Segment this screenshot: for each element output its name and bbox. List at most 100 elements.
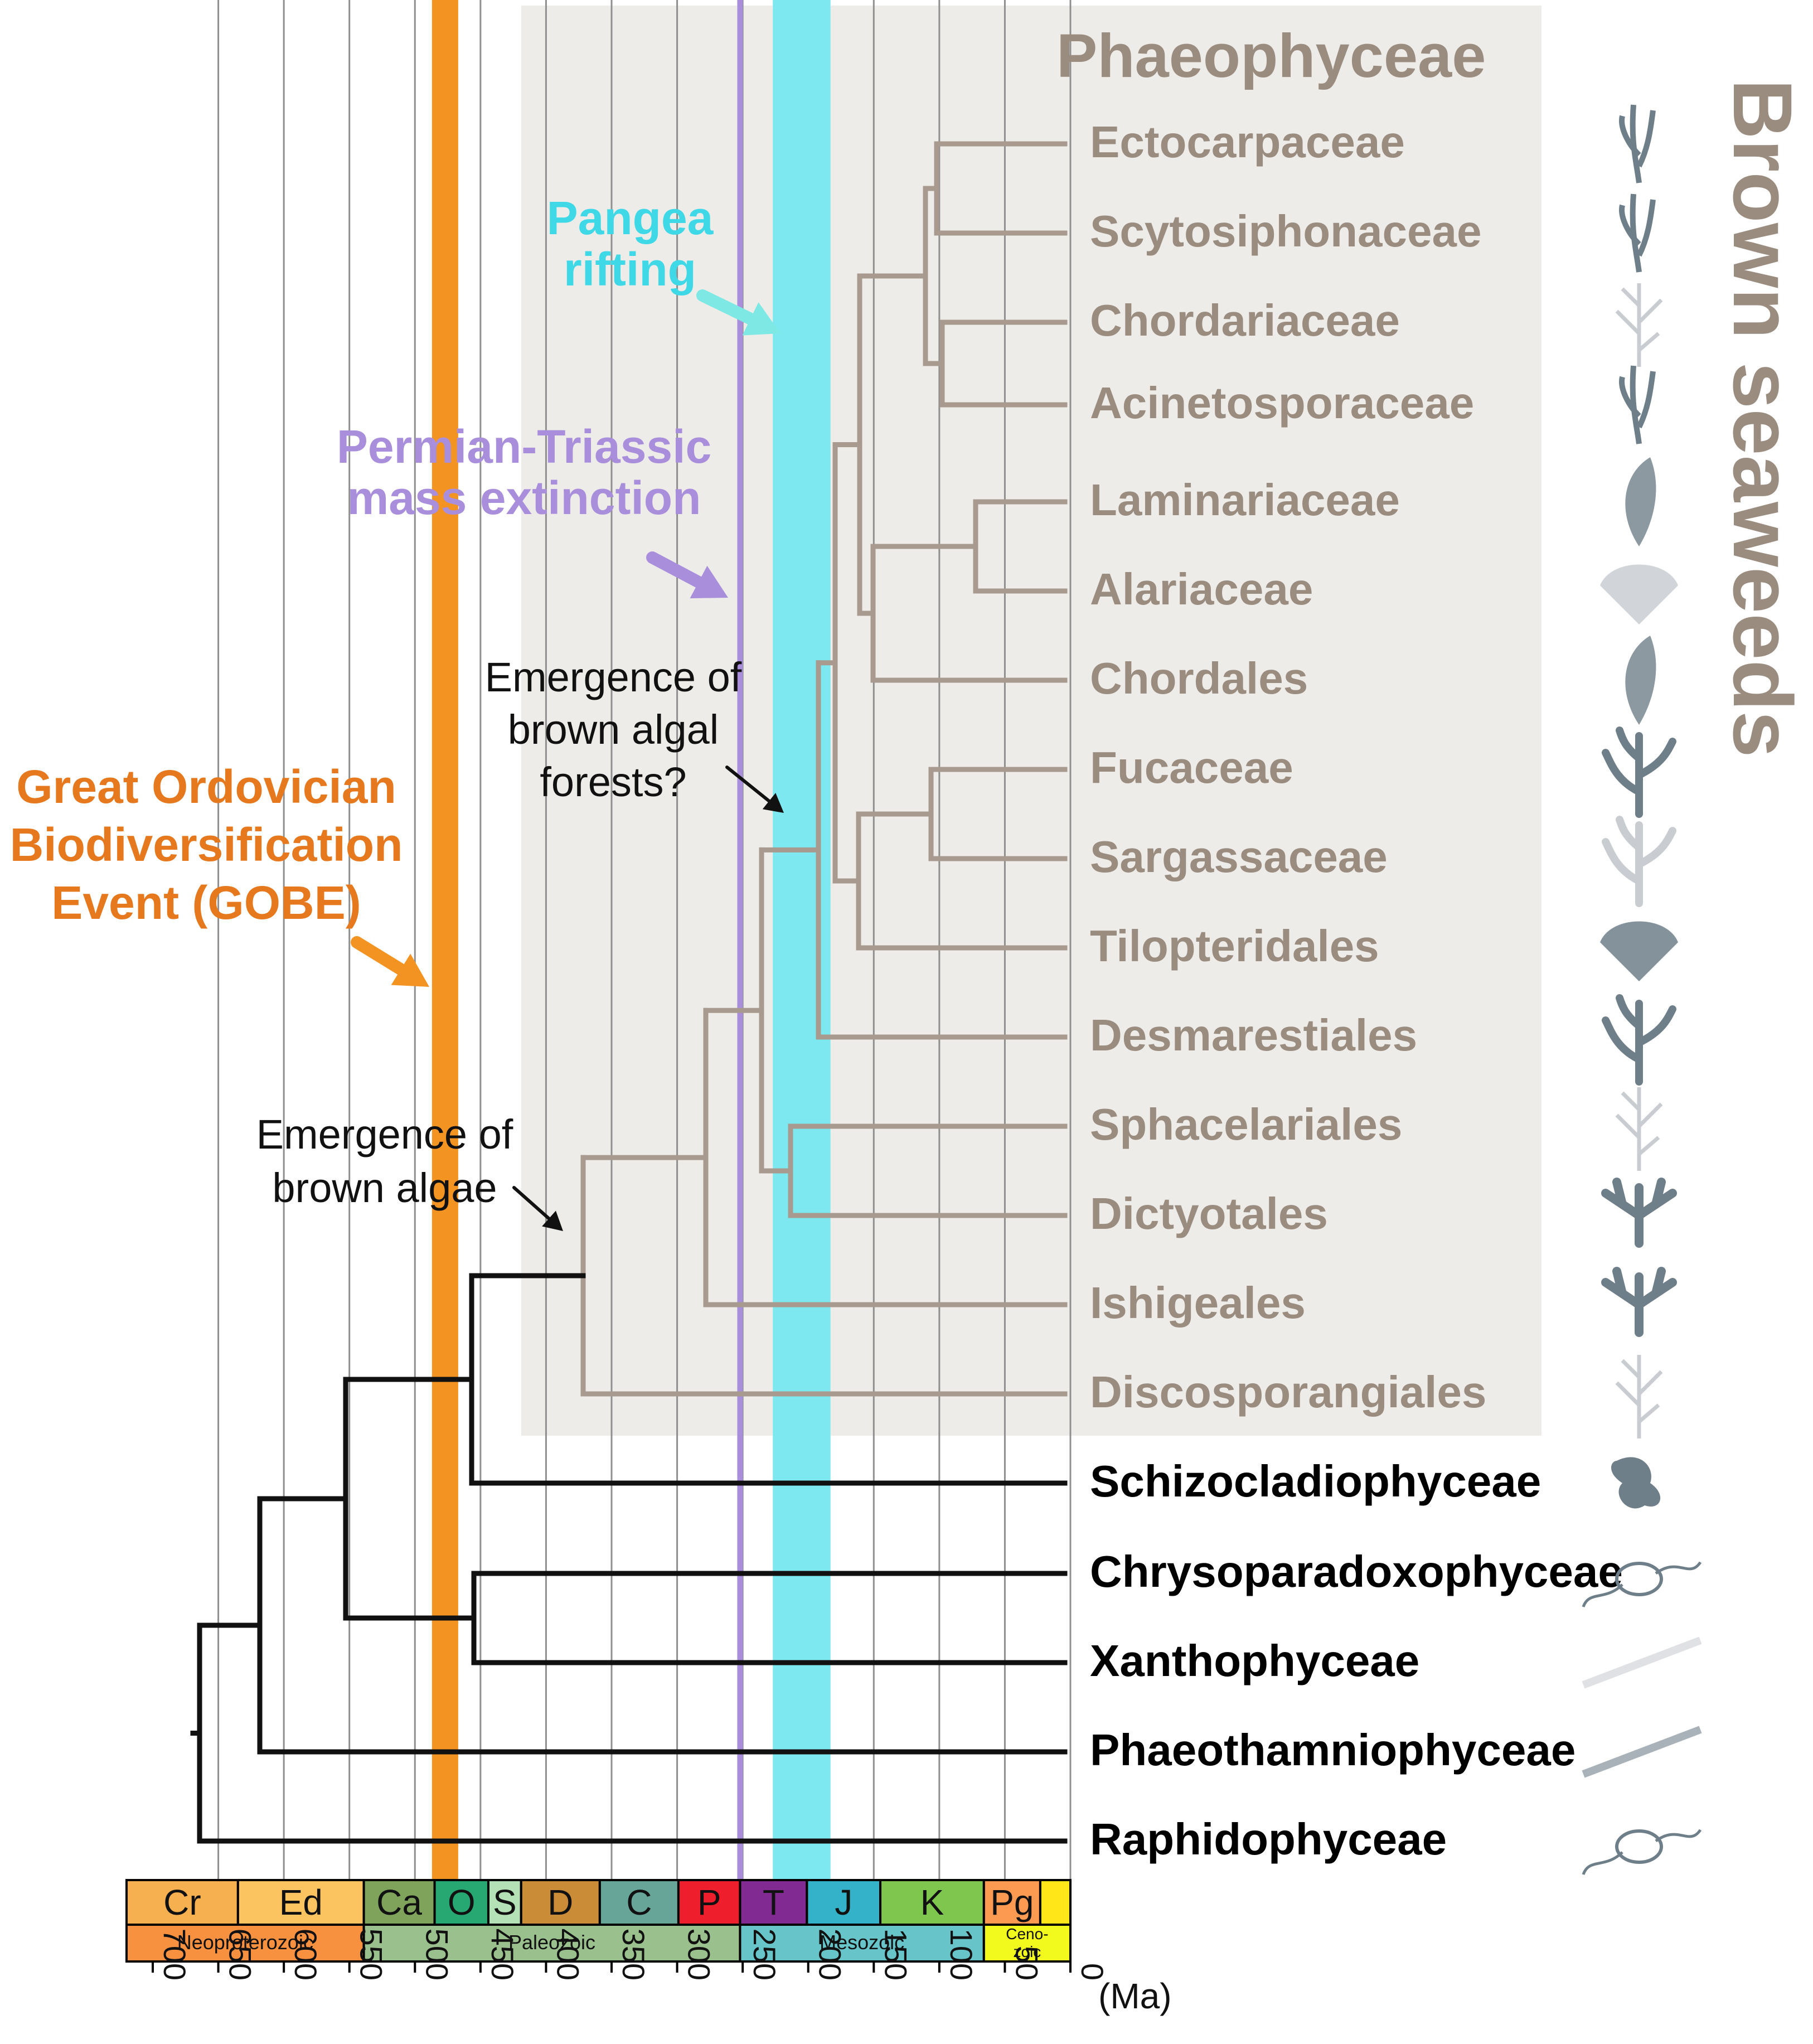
phaeophyceae-shaded-region [521,6,1541,1436]
axis-tick-label: 250 [747,1929,782,1980]
emergence-forests-arrow-head [762,793,784,813]
axis-tick-label: 650 [223,1929,258,1980]
period-label: D [547,1882,573,1922]
emergence-algae-arrow [512,1186,551,1220]
period-label: S [493,1882,517,1922]
taxon-label-phaeothamniophyceae: Phaeothamniophyceae [1090,1725,1576,1775]
permian-arrow-head [690,565,728,599]
era-label: Mesozoic [820,1931,904,1954]
era-label: Neoproterozoic [177,1931,313,1954]
period-label: Ca [376,1882,422,1922]
period-S [487,1879,522,1926]
taxon-labels: Ectocarpaceae Scytosiphonaceae Chordariace… [1056,22,1810,1864]
axis-tick-label: 400 [550,1929,585,1980]
seaweed-illustration [1582,1829,1702,1875]
seaweed-illustration [1582,1561,1702,1607]
era-label: Paleozoic [508,1931,595,1954]
emergence-algae-arrow-head [542,1210,563,1231]
seaweed-illustrations [1582,104,1702,1875]
era-label: Ceno-zoic [1006,1925,1048,1960]
taxon-label-fucaceae: Fucaceae [1090,743,1293,792]
period-label: O [448,1882,476,1922]
pangea-label: Pangea rifting [547,192,714,296]
taxon-label-sphacelariales: Sphacelariales [1090,1100,1402,1149]
taxon-label-scytosiphonaceae: Scytosiphonaceae [1090,206,1482,256]
taxon-label-raphidophyceae: Raphidophyceae [1090,1814,1447,1864]
brown-seaweeds-label: Brown seaweeds [1716,79,1810,757]
taxon-label-tilopteridales: Tilopteridales [1090,921,1379,971]
seaweed-illustration [1582,1726,1702,1778]
axis-tick-label: 50 [1009,1946,1044,1980]
gobe-band [432,0,458,1879]
taxon-label-xanthophyceae: Xanthophyceae [1090,1636,1419,1685]
period-Cr [125,1879,239,1926]
seaweed-illustration [1601,1267,1677,1337]
period-label: T [763,1882,784,1922]
taxon-label-schizocladiophyceae: Schizocladiophyceae [1090,1456,1541,1506]
taxon-label-alariaceae: Alariaceae [1090,564,1313,614]
taxon-label-laminariaceae: Laminariaceae [1090,475,1400,525]
axis-tick-label: 350 [616,1929,651,1980]
taxon-label-ishigeales: Ishigeales [1090,1278,1306,1328]
seaweed-illustration [1602,816,1676,907]
period-label: P [697,1882,721,1922]
axis-tick-label: 0 [1075,1963,1110,1980]
axis-tick-label: 450 [485,1929,520,1980]
seaweed-illustration [1601,1178,1677,1248]
axis-tick-label: 550 [354,1929,389,1980]
period-D [520,1879,601,1926]
taxon-label-sargassaceae: Sargassaceae [1090,832,1388,881]
emergence-forests-arrow [725,766,771,803]
axis-tick-label: 150 [878,1929,913,1980]
taxon-label-chordales: Chordales [1090,653,1308,703]
taxon-label-desmarestiales: Desmarestiales [1090,1010,1417,1060]
taxon-label-chordariaceae: Chordariaceae [1090,296,1400,345]
axis-tick-label: 100 [944,1929,979,1980]
phaeophyceae-heading: Phaeophyceae [1056,22,1486,90]
period-label: Ed [279,1882,323,1922]
era-ceno- [982,1924,1072,1963]
pangea-arrow [696,289,757,325]
phylogenetic-tree [190,141,1068,1844]
annotations: Great Ordovician Biodiversification Event … [10,192,784,1231]
period-Ca [362,1879,436,1926]
geologic-timescale: Cr Ed Ca O S D C P T J K Pg Neoproterozoic Paleozoic M… [125,1879,1172,2016]
axis-tick-label: 700 [157,1929,192,1980]
seaweed-illustration [1619,104,1656,183]
taxon-label-dictyotales: Dictyotales [1090,1189,1328,1238]
seaweed-illustration [1600,564,1678,624]
taxon-label-discosporangiales: Discosporangiales [1090,1367,1486,1417]
period-label: J [835,1882,852,1922]
taxon-label-acinetosporaceae: Acinetosporaceae [1090,378,1474,428]
taxon-label-ectocarpaceae: Ectocarpaceae [1090,117,1405,167]
gobe-arrow [351,936,407,976]
period-neogene [1039,1879,1072,1926]
period-label: K [920,1882,944,1922]
pangea-arrow-head [742,302,781,336]
seaweed-illustration [1600,921,1678,981]
permian-label: Permian-Triassic mass extinction [337,420,711,524]
seaweed-illustration [1602,726,1676,818]
gobe-arrow-head [391,953,429,987]
period-label: C [626,1882,652,1922]
permian-arrow [646,551,705,588]
gobe-label: Great Ordovician Biodiversification Event … [10,761,403,929]
axis-tick-label: 200 [813,1929,848,1980]
emergence-algae-label: Emergence of brown algae [256,1111,513,1211]
era-mesozoic [739,1924,985,1963]
event-bands [432,0,831,1879]
pangea-band [773,0,831,1879]
seaweed-illustration [1615,1087,1663,1171]
permian-line [737,0,743,1879]
axis-tick-label: 600 [288,1929,323,1980]
seaweed-illustration [1625,457,1656,546]
seaweed-illustration [1615,1355,1663,1438]
seaweed-illustration [1619,193,1656,273]
period-label: Cr [163,1882,201,1922]
seaweed-illustration [1582,1636,1702,1689]
seaweed-illustration [1602,994,1676,1086]
seaweed-illustration [1625,636,1656,725]
axis-tick-label: 500 [419,1929,454,1980]
taxon-label-chrysoparadoxophyceae: Chrysoparadoxophyceae [1090,1547,1623,1596]
